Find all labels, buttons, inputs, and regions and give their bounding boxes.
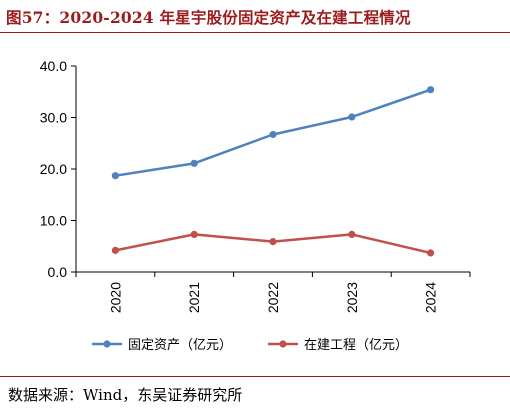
x-tick-label: 2023	[344, 282, 360, 313]
legend-label: 在建工程（亿元）	[304, 338, 408, 353]
data-point	[190, 159, 198, 167]
data-point	[111, 172, 119, 180]
x-tick-label: 2022	[265, 282, 281, 313]
data-point	[427, 86, 435, 94]
x-tick-label: 2021	[186, 282, 202, 313]
data-point	[348, 230, 356, 239]
data-point	[348, 113, 356, 121]
chart-legend: 固定资产（亿元） 在建工程（亿元）	[92, 338, 408, 353]
data-point	[269, 238, 277, 246]
x-tick-label: 2020	[107, 282, 123, 313]
y-tick-label: 10.0	[40, 213, 67, 229]
data-point	[269, 130, 277, 139]
figure-title: 图57：2020-2024 年星宇股份固定资产及在建工程情况	[6, 8, 411, 27]
data-point	[190, 230, 198, 239]
title-divider	[0, 32, 510, 33]
x-tick-label: 2024	[423, 282, 439, 313]
series-2	[111, 230, 435, 257]
y-tick-label: 0.0	[48, 264, 68, 280]
y-tick-label: 40.0	[40, 58, 67, 74]
chart-series	[111, 86, 435, 257]
source-note: 数据来源：Wind，东吴证券研究所	[8, 386, 243, 404]
legend-swatch-marker	[279, 340, 287, 348]
series-1	[111, 86, 435, 180]
data-point	[427, 249, 435, 257]
legend-swatch-marker	[103, 340, 111, 348]
legend-label: 固定资产（亿元）	[128, 338, 232, 353]
chart-axes: 0.0 10.0 20.0 30.0 40.0 2020 2021 2022 2023 2024	[40, 58, 471, 313]
y-tick-label: 20.0	[40, 161, 67, 177]
y-tick-label: 30.0	[40, 110, 67, 126]
source-divider	[0, 376, 510, 377]
data-point	[111, 246, 119, 254]
